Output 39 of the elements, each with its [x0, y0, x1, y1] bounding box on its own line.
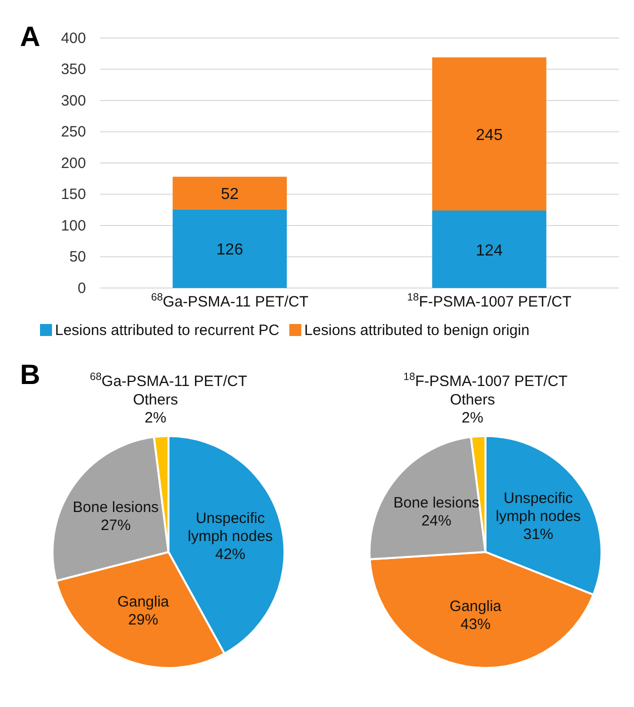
- data-label: 2%: [144, 409, 166, 426]
- bar: [172, 176, 287, 210]
- slice-label: Others: [132, 391, 178, 408]
- slice-label: Bone lesions: [393, 494, 480, 512]
- data-label: 124: [476, 242, 503, 260]
- y-tick-label: 350: [60, 61, 86, 78]
- y-tick-label: 0: [78, 280, 86, 297]
- data-label: 27%: [100, 517, 131, 534]
- chart-title: $^{68}$Ga-PSMA-11 PET/CT: [90, 371, 248, 390]
- data-label: 126: [216, 242, 244, 259]
- y-tick-label: 150: [60, 186, 86, 204]
- bar: [432, 210, 546, 288]
- data-label: 245: [476, 126, 503, 144]
- data-label: 2%: [462, 409, 484, 426]
- data-label: 31%: [523, 526, 554, 544]
- data-label: 52: [220, 186, 239, 203]
- data-label: 24%: [421, 512, 452, 530]
- slice-label: Ganglia: [450, 598, 502, 616]
- text: A: [20, 21, 40, 52]
- slice-label: Ganglia: [117, 594, 170, 611]
- slice-label: Unspecific lymph nodes: [496, 490, 581, 526]
- legend-label: Lesions attributed to benign origin: [304, 322, 530, 339]
- y-tick-label: 200: [60, 154, 86, 172]
- text: B: [20, 359, 40, 390]
- y-tick-label: 50: [69, 248, 86, 266]
- data-label: 43%: [460, 616, 491, 634]
- y-tick-label: 250: [60, 124, 86, 141]
- y-tick-label: 300: [60, 92, 86, 110]
- y-tick-label: 400: [60, 30, 86, 47]
- y-tick-label: 100: [60, 217, 86, 234]
- data-label: 42%: [215, 546, 246, 564]
- bar: [172, 209, 287, 288]
- slice-label: Unspecific lymph nodes: [188, 510, 273, 546]
- slice-label: Others: [450, 391, 495, 408]
- chart-title: $^{18}$F-PSMA-1007 PET/CT: [403, 371, 568, 390]
- bar: [432, 57, 546, 210]
- slice-label: Bone lesions: [72, 499, 159, 516]
- data-label: 29%: [128, 612, 158, 629]
- legend-label: Lesions attributed to recurrent PC: [55, 322, 280, 339]
